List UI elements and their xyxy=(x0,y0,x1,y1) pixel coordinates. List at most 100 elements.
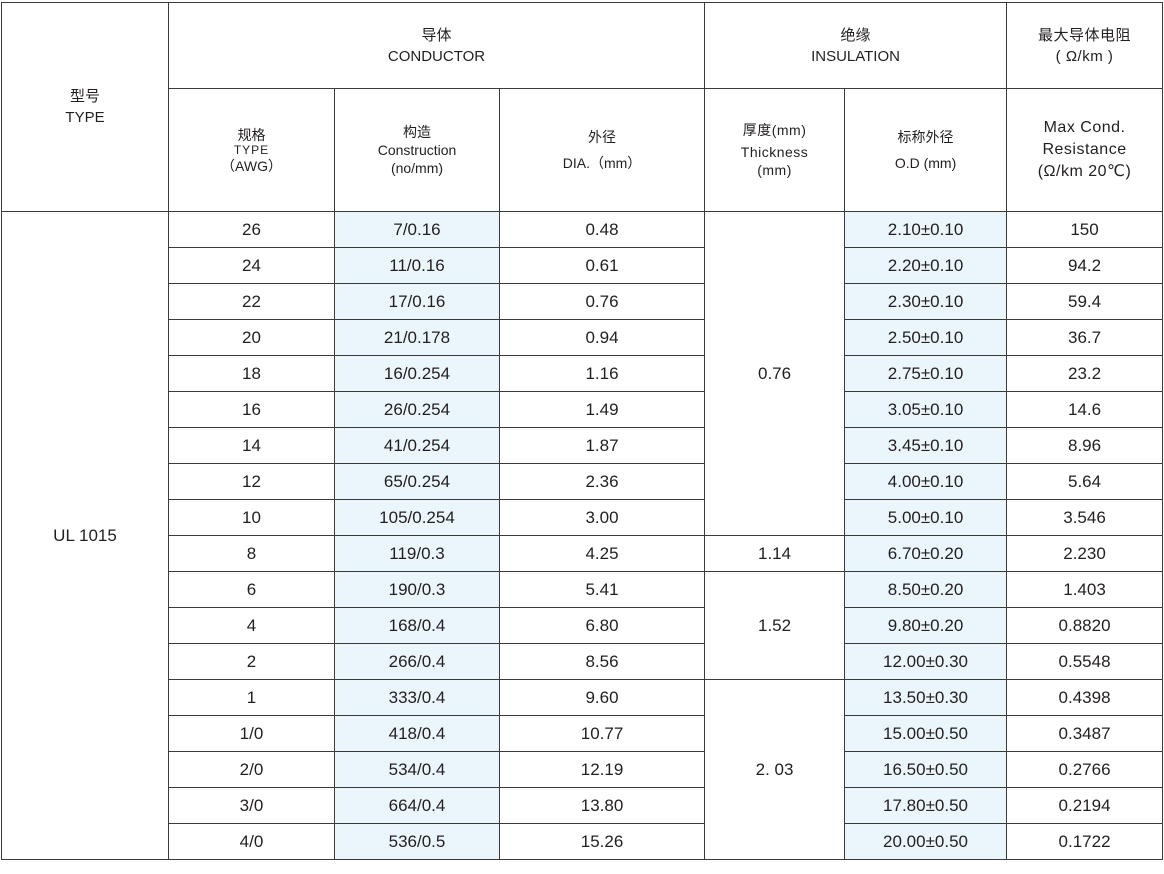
header-od-en: O.D (mm) xyxy=(894,155,957,171)
awg-cell: 2 xyxy=(168,643,335,680)
header-type: 型号 TYPE xyxy=(1,2,169,212)
dia-cell: 10.77 xyxy=(498,715,706,752)
header-thickness-cn: 厚度(mm) xyxy=(742,122,807,138)
table-row: 3/0 664/0.4 13.80 17.80±0.50 0.2194 xyxy=(2,787,1164,824)
table-row: 24 11/0.16 0.61 2.20±0.10 94.2 xyxy=(2,247,1164,284)
construction-cell: 17/0.16 xyxy=(334,283,500,320)
resistance-cell: 0.2194 xyxy=(1006,787,1164,824)
header-res-line2: Resistance xyxy=(1042,141,1127,158)
construction-cell: 21/0.178 xyxy=(334,319,500,356)
resistance-cell: 150 xyxy=(1006,211,1164,248)
awg-cell: 1 xyxy=(168,679,335,716)
construction-cell: 190/0.3 xyxy=(334,571,500,608)
header-conductor: 导体 CONDUCTOR xyxy=(167,2,706,89)
resistance-cell: 59.4 xyxy=(1006,283,1164,320)
resistance-cell: 0.5548 xyxy=(1006,643,1164,680)
header-conductor-cn: 导体 xyxy=(421,26,452,44)
header-construction-en: Construction xyxy=(377,142,457,158)
thickness-cell: 1.14 xyxy=(704,535,846,572)
table-row: 6 190/0.3 5.41 1.52 8.50±0.20 1.403 xyxy=(2,571,1164,680)
awg-cell: 3/0 xyxy=(168,787,335,824)
thickness-cell: 1.52 xyxy=(704,571,846,680)
resistance-cell: 14.6 xyxy=(1006,391,1164,428)
header-thickness-en: Thickness xyxy=(740,144,809,160)
resistance-cell: 3.546 xyxy=(1006,499,1164,536)
construction-cell: 418/0.4 xyxy=(334,715,500,752)
table-row: 1 333/0.4 9.60 2. 03 13.50±0.30 0.4398 xyxy=(2,679,1164,860)
dia-cell: 1.49 xyxy=(498,391,706,428)
awg-cell: 16 xyxy=(168,391,335,428)
table-row: 22 17/0.16 0.76 2.30±0.10 59.4 xyxy=(2,283,1164,320)
header-awg: 规格 TYPE （AWG） xyxy=(168,88,335,212)
header-dia-en: DIA.（mm） xyxy=(562,155,642,171)
dia-cell: 0.61 xyxy=(498,247,706,284)
header-thickness-unit: (mm) xyxy=(757,162,792,178)
resistance-cell: 94.2 xyxy=(1006,247,1164,284)
construction-cell: 168/0.4 xyxy=(334,607,500,644)
table-row: 4/0 536/0.5 15.26 20.00±0.50 0.1722 xyxy=(2,823,1164,860)
dia-cell: 0.48 xyxy=(498,211,706,248)
awg-cell: 10 xyxy=(168,499,335,536)
header-max-resistance: Max Cond. Resistance (Ω/km 20℃) xyxy=(1006,88,1164,212)
construction-cell: 266/0.4 xyxy=(334,643,500,680)
od-cell: 2.50±0.10 xyxy=(844,319,1008,356)
table-row: 20 21/0.178 0.94 2.50±0.10 36.7 xyxy=(2,319,1164,356)
table-row: 16 26/0.254 1.49 3.05±0.10 14.6 xyxy=(2,391,1164,428)
header-resistance: 最大导体电阻 ( Ω/km ) xyxy=(1006,2,1164,89)
od-cell: 2.20±0.10 xyxy=(844,247,1008,284)
dia-cell: 6.80 xyxy=(498,607,706,644)
dia-cell: 12.19 xyxy=(498,751,706,788)
resistance-cell: 36.7 xyxy=(1006,319,1164,356)
awg-cell: 26 xyxy=(168,211,335,248)
header-thickness: 厚度(mm) Thickness (mm) xyxy=(704,88,846,212)
resistance-cell: 2.230 xyxy=(1006,535,1164,572)
awg-cell: 4/0 xyxy=(168,823,335,860)
thickness-cell: 0.76 xyxy=(704,211,846,536)
header-od-cn: 标称外径 xyxy=(897,129,954,145)
resistance-cell: 1.403 xyxy=(1006,571,1164,608)
header-construction-unit: (no/mm) xyxy=(390,160,444,176)
header-dia-cn: 外径 xyxy=(588,129,617,145)
resistance-cell: 0.2766 xyxy=(1006,751,1164,788)
construction-cell: 664/0.4 xyxy=(334,787,500,824)
awg-cell: 20 xyxy=(168,319,335,356)
header-conductor-en: CONDUCTOR xyxy=(387,47,486,65)
awg-cell: 24 xyxy=(168,247,335,284)
od-cell: 3.05±0.10 xyxy=(844,391,1008,428)
table-row: UL 1015 26 7/0.16 0.48 0.76 2.10±0.10 150 xyxy=(1,211,1164,860)
awg-cell: 12 xyxy=(168,463,335,500)
thickness-cell: 2. 03 xyxy=(704,679,846,860)
construction-cell: 11/0.16 xyxy=(334,247,500,284)
awg-cell: 8 xyxy=(168,535,335,572)
awg-cell: 18 xyxy=(168,355,335,392)
od-cell: 9.80±0.20 xyxy=(844,607,1008,644)
od-cell: 15.00±0.50 xyxy=(844,715,1008,752)
od-cell: 2.10±0.10 xyxy=(844,211,1008,248)
resistance-cell: 0.8820 xyxy=(1006,607,1164,644)
construction-cell: 105/0.254 xyxy=(334,499,500,536)
od-cell: 13.50±0.30 xyxy=(844,679,1008,716)
header-resistance-cn: 最大导体电阻 xyxy=(1038,26,1132,44)
awg-cell: 6 xyxy=(168,571,335,608)
header-insulation-en: INSULATION xyxy=(811,47,900,65)
od-cell: 20.00±0.50 xyxy=(844,823,1008,860)
construction-cell: 333/0.4 xyxy=(334,679,500,716)
construction-cell: 26/0.254 xyxy=(334,391,500,428)
header-construction-cn: 构造 xyxy=(403,124,431,140)
dia-cell: 5.41 xyxy=(498,571,706,608)
resistance-cell: 0.4398 xyxy=(1006,679,1164,716)
od-cell: 12.00±0.30 xyxy=(844,643,1008,680)
header-construction: 构造 Construction (no/mm) xyxy=(334,88,500,212)
od-cell: 2.75±0.10 xyxy=(844,355,1008,392)
construction-cell: 41/0.254 xyxy=(334,427,500,464)
header-od: 标称外径 O.D (mm) xyxy=(844,88,1008,212)
construction-cell: 7/0.16 xyxy=(334,211,500,248)
od-cell: 2.30±0.10 xyxy=(844,283,1008,320)
dia-cell: 8.56 xyxy=(498,643,706,680)
header-dia: 外径 DIA.（mm） xyxy=(498,88,706,212)
header-awg-en: TYPE xyxy=(233,142,270,157)
table-row: 10 105/0.254 3.00 5.00±0.10 3.546 xyxy=(2,499,1164,536)
table-row: 2/0 534/0.4 12.19 16.50±0.50 0.2766 xyxy=(2,751,1164,788)
od-cell: 4.00±0.10 xyxy=(844,463,1008,500)
od-cell: 5.00±0.10 xyxy=(844,499,1008,536)
